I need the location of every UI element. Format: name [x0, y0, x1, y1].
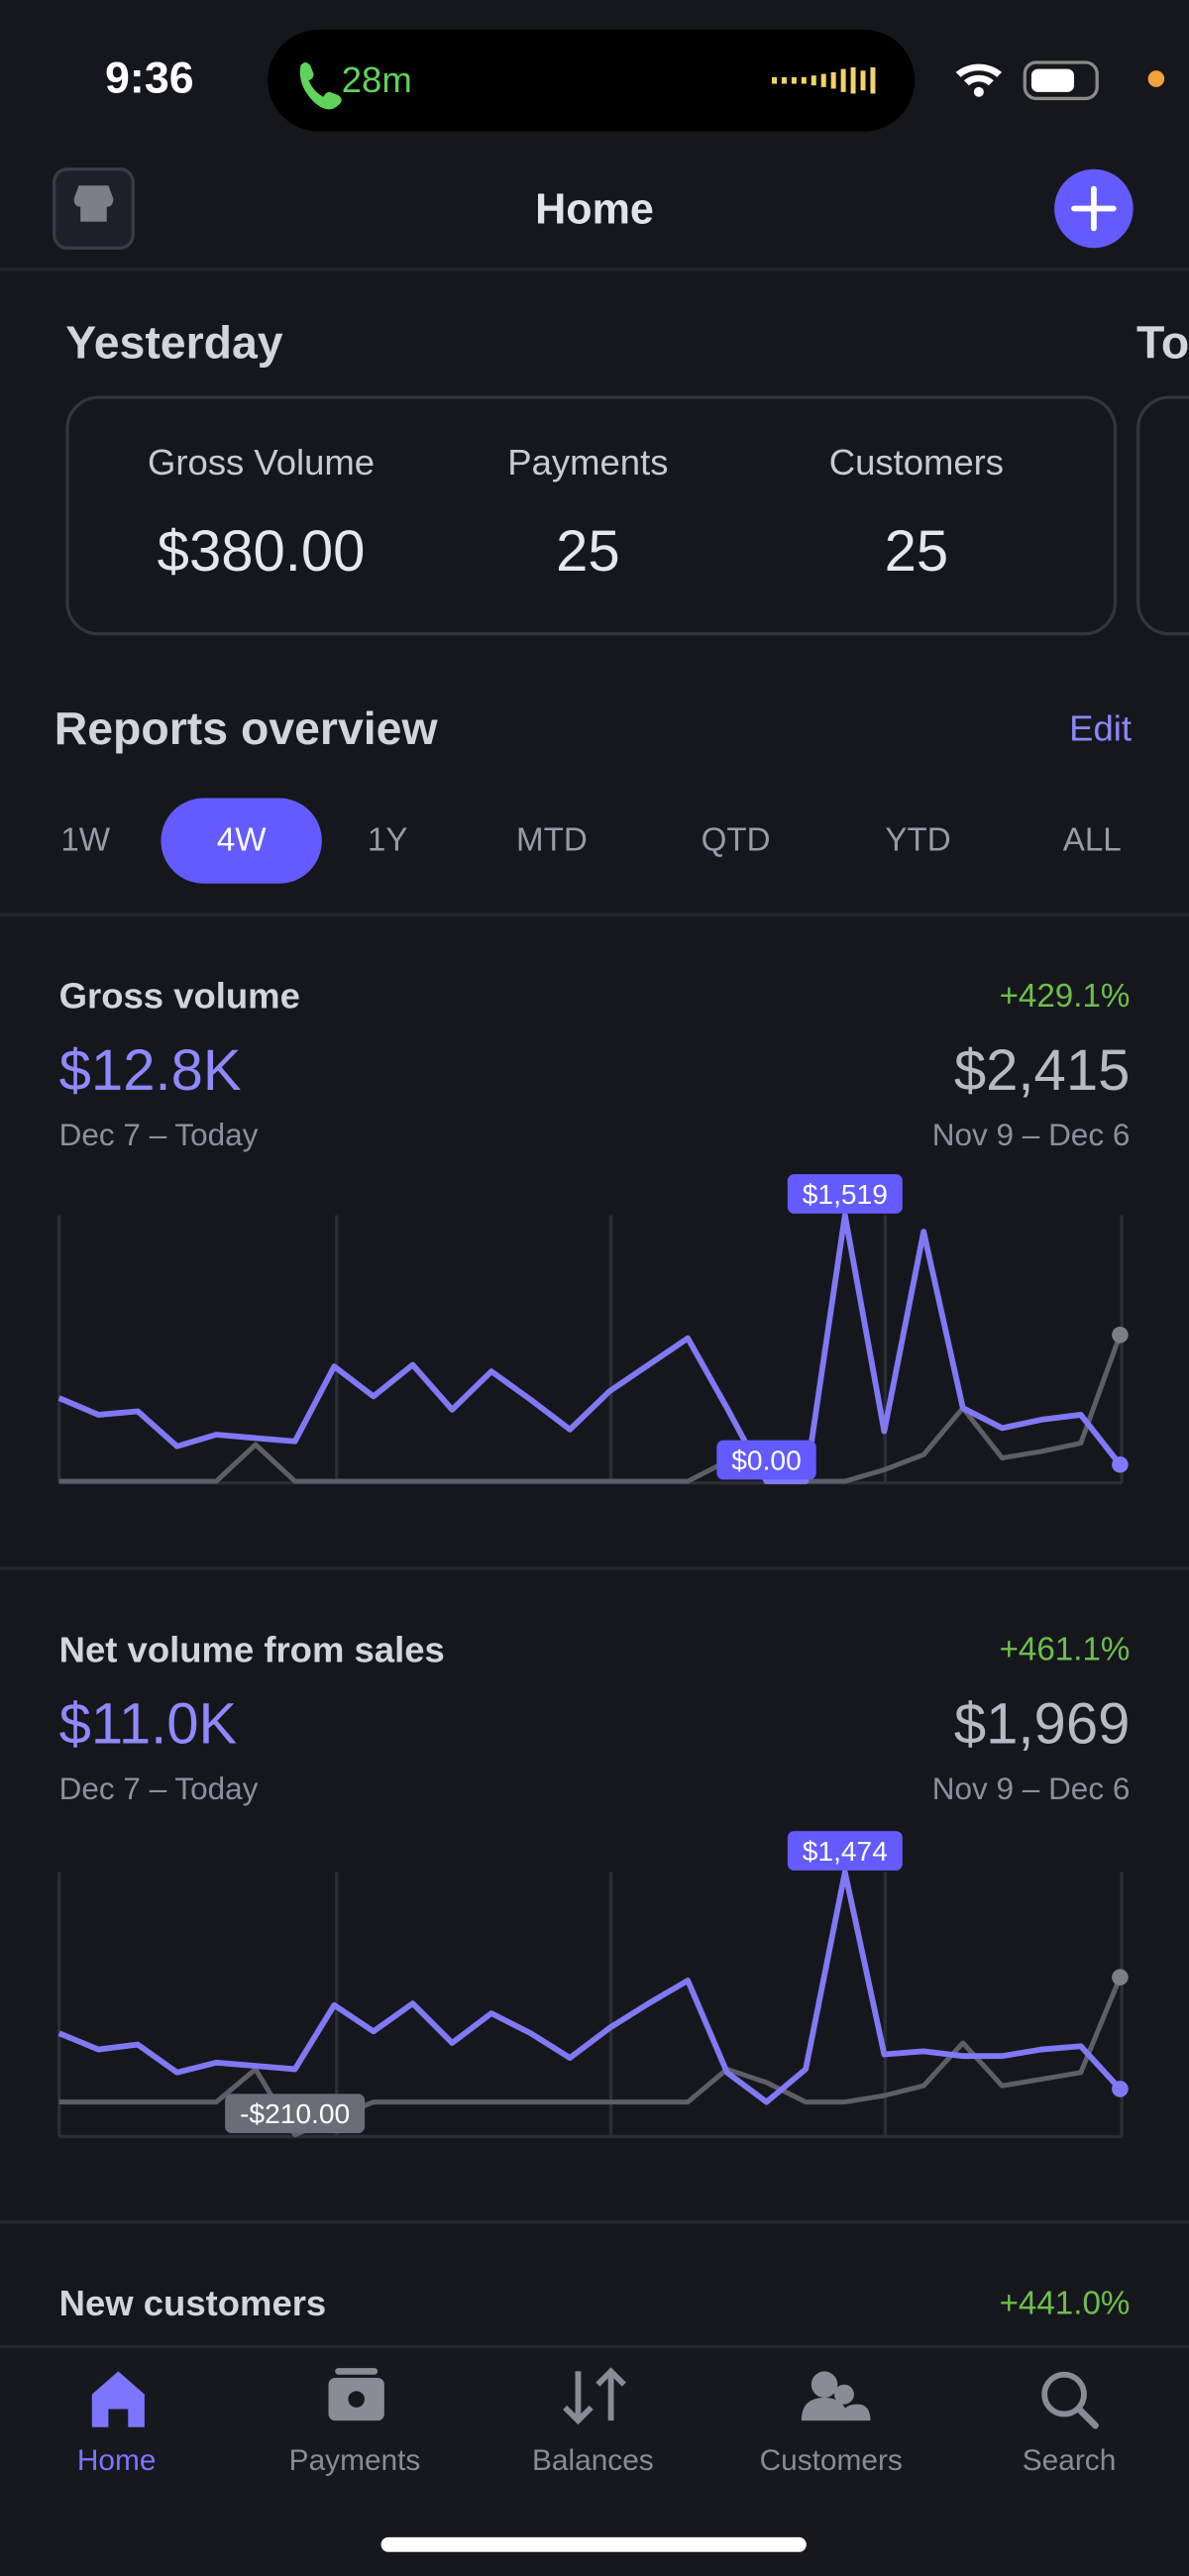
end-dot	[1112, 1969, 1129, 1986]
tab-label[interactable]: Payments	[288, 2443, 421, 2477]
current-total: $12.8K	[58, 1038, 242, 1104]
wifi-icon	[955, 63, 1003, 97]
call-duration: 28m	[341, 58, 412, 101]
sparkline	[58, 1334, 1123, 1484]
privacy-dot	[1147, 70, 1165, 87]
waveform	[772, 66, 876, 94]
summary-title: Yesterday	[65, 316, 283, 369]
previous-total: $2,415	[953, 1038, 1131, 1104]
dynamic-island	[268, 29, 916, 132]
range-tab[interactable]: QTD	[701, 822, 771, 859]
range-tab[interactable]: 1W	[60, 822, 111, 859]
value-label: $1,519	[803, 1178, 888, 1210]
value-label-bg	[225, 2093, 366, 2134]
time: 9:36	[105, 53, 194, 103]
metric-value: 25	[556, 519, 620, 585]
metric-label: Gross Volume	[148, 441, 376, 483]
card-change: +429.1%	[999, 978, 1131, 1016]
metric-label: Customers	[828, 441, 1005, 483]
range-tab[interactable]: 1Y	[367, 822, 408, 859]
tab-label[interactable]: Customers	[759, 2443, 903, 2477]
metric-value: 25	[884, 519, 949, 585]
end-dot	[1112, 1326, 1129, 1343]
previous-total: $1,969	[953, 1692, 1131, 1757]
store-icon	[73, 185, 114, 222]
range-tab[interactable]: YTD	[885, 822, 951, 859]
home-indicator	[380, 2536, 807, 2552]
tab-icons	[91, 2367, 1099, 2552]
tab-label[interactable]: Home	[76, 2443, 157, 2477]
status-icons	[268, 29, 1165, 132]
edit-button[interactable]: Edit	[1069, 707, 1133, 749]
tab-label[interactable]: Search	[1022, 2443, 1117, 2477]
battery-level	[1030, 68, 1075, 92]
range-selected[interactable]	[161, 798, 322, 884]
balances-icon	[563, 2367, 626, 2425]
end-dot	[1112, 1455, 1129, 1473]
header-title: Home	[535, 183, 654, 234]
card-title: Gross volume	[58, 975, 300, 1017]
card-title: Net volume from sales	[58, 1629, 445, 1670]
search-icon	[1041, 2371, 1099, 2429]
sparkline	[58, 1976, 1123, 2138]
value-label: $1,474	[803, 1835, 888, 1867]
metric-label: Payments	[507, 441, 669, 483]
range-tab[interactable]: 4W	[216, 822, 267, 859]
range-tab[interactable]: MTD	[516, 822, 588, 859]
reports-title: Reports overview	[54, 702, 438, 754]
divider	[0, 912, 1189, 916]
current-period: Dec 7 – Today	[58, 1772, 259, 1808]
customers-icon	[801, 2371, 871, 2421]
tab-bar	[0, 2344, 1189, 2575]
card-title: New customers	[58, 2282, 327, 2324]
range-tab[interactable]: ALL	[1062, 822, 1122, 859]
value-label-bg	[787, 1174, 903, 1214]
current-period: Dec 7 – Today	[58, 1119, 259, 1154]
previous-period: Nov 9 – Dec 6	[931, 1119, 1131, 1154]
sparkline	[57, 1212, 1123, 1484]
sparkline	[57, 1869, 1123, 2105]
divider	[0, 2219, 1189, 2224]
value-label: -$210.00	[240, 2097, 350, 2129]
card-change: +441.0%	[999, 2286, 1131, 2322]
summary-card[interactable]	[65, 395, 1118, 636]
phone-icon	[299, 61, 342, 110]
battery	[1023, 60, 1099, 101]
summary-card-next[interactable]	[1135, 395, 1189, 636]
card-change: +461.1%	[999, 1632, 1131, 1669]
end-dot	[1112, 2081, 1129, 2097]
value-label: $0.00	[731, 1445, 801, 1476]
payments-icon-hole	[348, 2391, 365, 2408]
divider	[0, 268, 1189, 271]
plus-icon	[1071, 185, 1117, 232]
value-label-bg	[787, 1831, 903, 1871]
value-label-bg	[716, 1440, 816, 1480]
current-total: $11.0K	[58, 1692, 238, 1757]
header-icons	[53, 167, 1134, 250]
previous-period: Nov 9 – Dec 6	[931, 1772, 1131, 1808]
divider	[0, 1566, 1189, 1570]
summary-next-title: To	[1135, 316, 1189, 369]
tab-label[interactable]: Balances	[531, 2443, 654, 2477]
metric-value: $380.00	[157, 519, 366, 585]
home-icon	[91, 2371, 145, 2427]
